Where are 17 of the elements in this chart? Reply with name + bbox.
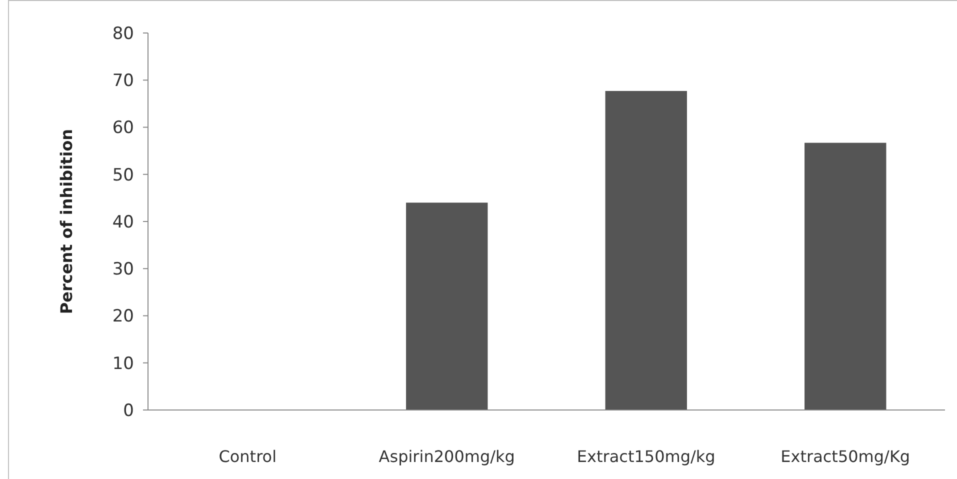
x-tick-label: Extract150mg/kg <box>576 447 716 466</box>
x-tick-label: Control <box>218 447 277 466</box>
y-tick-label: 0 <box>123 400 134 421</box>
y-tick-label: 70 <box>112 71 134 92</box>
y-tick-label: 80 <box>112 24 134 44</box>
y-tick-label: 30 <box>112 260 134 280</box>
x-tick-label: Extract50mg/Kg <box>780 447 910 466</box>
bar <box>804 142 886 410</box>
bar <box>406 202 488 410</box>
x-tick-label: Aspirin200mg/kg <box>378 447 515 466</box>
y-tick-label: 60 <box>112 118 134 138</box>
y-tick-label: 10 <box>112 354 134 374</box>
y-tick-label: 50 <box>112 165 134 186</box>
y-tick-label: 20 <box>112 306 134 327</box>
y-axis-title: Percent of inhibition <box>57 128 76 314</box>
y-tick-label: 40 <box>112 212 134 232</box>
bar <box>605 90 687 410</box>
